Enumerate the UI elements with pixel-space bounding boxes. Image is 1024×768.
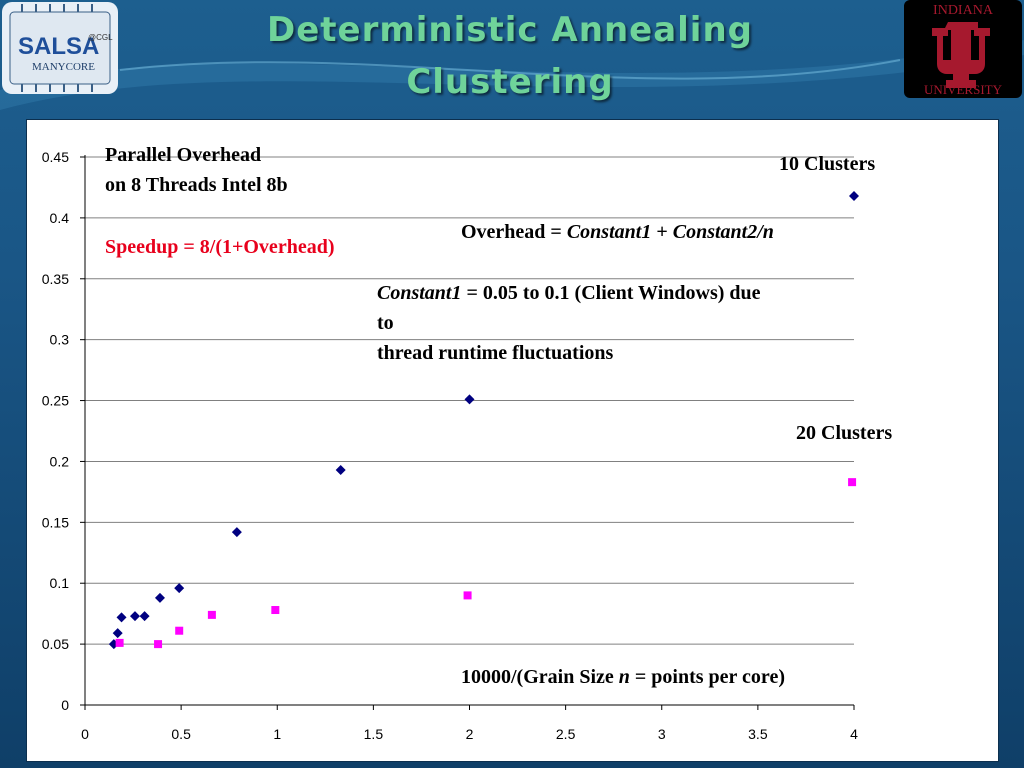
data-point-diamond [116,612,127,623]
data-point-diamond [849,190,859,201]
iu-logo-bottom-text: UNIVERSITY [924,82,1003,97]
constant1-range: = 0.05 to 0.1 (Client Windows) due [461,282,761,304]
overhead-prefix: Overhead = [461,221,567,243]
constant1-label: Constant1 [377,282,462,304]
x-axis-label-prefix: 10000/(Grain Size [461,666,619,688]
chart-heading: Parallel Overhead on 8 Threads Intel 8b [105,140,288,200]
data-point-diamond [139,611,150,622]
x-axis-label-n: n [618,666,630,688]
constant1-note-line2: to [377,312,394,334]
x-axis-label-suffix: = points per core) [629,666,785,688]
data-point-square [207,610,216,619]
overhead-formula: Overhead = Constant1 + Constant2/n [461,217,774,247]
y-tick-label: 0.1 [50,575,70,591]
overhead-constant1: Constant1 [566,221,652,243]
series-label-20-clusters: 20 Clusters [796,422,893,444]
salsa-logo: SALSA @CGL MANYCORE [2,2,118,94]
data-point-diamond [174,583,185,594]
chart-heading-line1: Parallel Overhead [105,144,262,166]
x-tick-label: 1.5 [364,726,384,742]
x-axis-label: 10000/(Grain Size n = points per core) [461,662,785,692]
x-tick-label: 4 [850,726,858,742]
slide-title-line2: Clustering [406,62,614,102]
chart-panel: 0 0.05 0.1 0.15 0.2 0.25 0.3 0.35 0.4 0.45 0 0.5 1 1.… [26,119,999,762]
data-point-square [115,638,124,647]
y-tick-label: 0.4 [50,210,70,226]
data-point-square [271,606,280,615]
series-label-10-clusters: 10 Clusters [779,153,876,175]
chart-heading-line2: on 8 Threads Intel 8b [105,174,288,196]
y-tick-label: 0 [61,697,69,713]
constant1-note-line1: Constant1 = 0.05 to 0.1 (Client Windows)… [377,278,761,308]
y-tick-label: 0.35 [42,271,69,287]
y-tick-label: 0.45 [42,149,69,165]
speedup-formula: Speedup = 8/(1+Overhead) [105,236,335,258]
data-point-diamond [112,628,123,639]
x-tick-label: 0.5 [171,726,191,742]
salsa-logo-sub: MANYCORE [32,61,95,73]
data-point-square [154,640,163,649]
constant1-note: Constant1 = 0.05 to 0.1 (Client Windows)… [377,278,761,368]
data-point-square [848,478,857,487]
data-point-square [463,591,472,600]
data-point-diamond [154,592,165,603]
salsa-logo-text: SALSA [18,33,99,60]
slide-title: Deterministic Annealing Clustering [170,4,850,108]
x-tick-label: 2 [466,726,474,742]
salsa-logo-mark: @CGL [88,33,113,42]
iu-trident-icon [932,22,990,88]
y-tick-label: 0.2 [50,453,70,469]
y-tick-label: 0.05 [42,636,69,652]
indiana-university-logo: INDIANA UNIVERSITY [904,0,1022,98]
data-point-diamond [464,394,475,405]
data-point-diamond [129,611,140,622]
x-tick-label: 3 [658,726,666,742]
overhead-plus: + [651,221,673,243]
x-tick-label: 3.5 [748,726,768,742]
x-tick-label: 1 [273,726,281,742]
scatter-chart: 0 0.05 0.1 0.15 0.2 0.25 0.3 0.35 0.4 0.45 0 0.5 1 1.… [42,149,859,742]
y-tick-label: 0.15 [42,514,69,530]
x-tick-label: 2.5 [556,726,576,742]
slide-title-line1: Deterministic Annealing [266,10,754,50]
y-tick-label: 0.25 [42,393,69,409]
data-point-diamond [335,464,346,475]
y-tick-label: 0.3 [50,332,70,348]
constant1-note-line3: thread runtime fluctuations [377,342,614,364]
overhead-constant2: Constant2/n [672,221,774,243]
iu-logo-top-text: INDIANA [933,3,994,18]
x-tick-label: 0 [81,726,89,742]
data-point-square [175,626,184,635]
data-point-diamond [231,527,242,538]
